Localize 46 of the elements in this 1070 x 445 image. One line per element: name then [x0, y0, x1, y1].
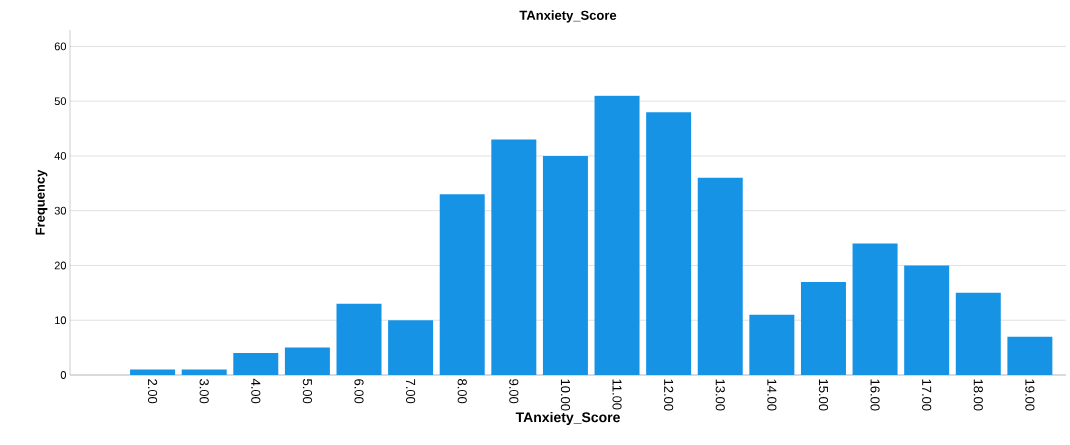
bar: [904, 265, 950, 375]
x-tick-label: 2.00: [147, 379, 158, 404]
x-tick-label: 12.00: [664, 379, 674, 411]
bar: [284, 347, 330, 375]
y-tick-label: 50: [54, 97, 67, 106]
x-tick-label: 3.00: [199, 379, 209, 404]
y-tick-label: 20: [54, 261, 67, 270]
bar: [336, 303, 382, 375]
x-tick-label: 15.00: [818, 379, 829, 411]
bar: [594, 95, 640, 375]
x-tick-label: 14.00: [767, 379, 777, 411]
x-tick-label: 4.00: [251, 378, 261, 404]
y-axis-title: Frequency: [35, 169, 48, 235]
bar: [800, 281, 846, 375]
bar: [233, 353, 279, 375]
x-tick-label: 9.00: [509, 379, 519, 404]
bar: [130, 369, 176, 375]
x-axis-title: TAnxiety_Score: [515, 411, 620, 425]
x-tick-label: 8.00: [457, 379, 467, 404]
x-tick-label: 11.00: [612, 379, 622, 410]
x-tick-label: 7.00: [406, 379, 416, 404]
x-tick-label: 19.00: [1025, 379, 1035, 411]
y-tick-label: 0: [60, 371, 67, 379]
x-tick-label: 16.00: [870, 379, 880, 411]
x-tick-label: 10.00: [560, 379, 571, 411]
bar: [749, 314, 795, 375]
x-tick-label: 5.00: [302, 379, 312, 404]
bar: [491, 139, 537, 375]
y-tick-label: 40: [54, 152, 67, 160]
bar: [181, 369, 227, 375]
y-tick-label: 30: [54, 206, 67, 215]
bar: [1007, 336, 1053, 375]
x-tick-label: 6.00: [354, 379, 364, 404]
bar: [697, 177, 743, 375]
x-tick-label: 13.00: [715, 379, 725, 411]
bar: [646, 112, 692, 375]
bar: [542, 155, 588, 375]
x-tick-label: 17.00: [922, 379, 932, 411]
chart-title: TAnxiety_Score: [519, 10, 617, 23]
bar: [955, 292, 1001, 375]
x-tick-label: 18.00: [973, 379, 983, 411]
y-tick-label: 10: [55, 316, 67, 325]
bar: [852, 243, 898, 375]
bar: [439, 194, 485, 375]
bar: [388, 320, 434, 375]
y-tick-label: 60: [54, 42, 67, 51]
